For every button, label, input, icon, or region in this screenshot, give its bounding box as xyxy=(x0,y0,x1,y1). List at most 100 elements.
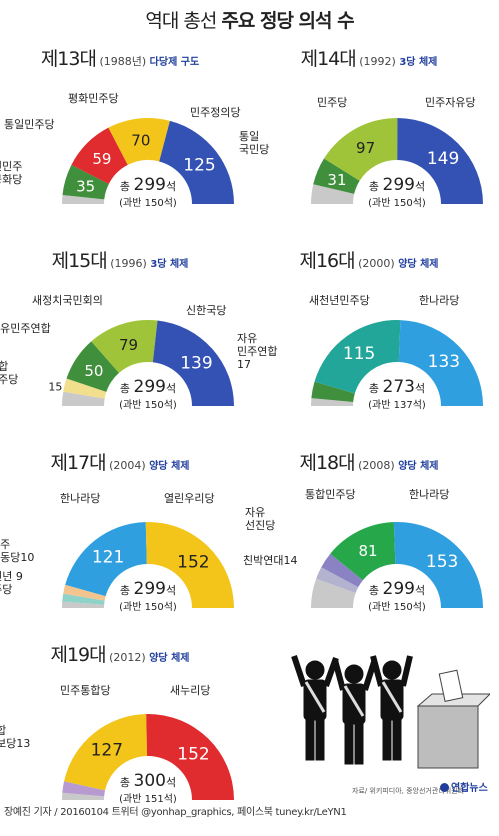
party-label: 한나라당 xyxy=(409,488,449,501)
party-label: 새누리당 xyxy=(170,684,210,697)
total-seats: 총 299석 xyxy=(369,579,425,599)
seat-value: 79 xyxy=(119,336,138,354)
total-seats: 총 300석 xyxy=(120,771,176,791)
party-label: 통일 국민당 xyxy=(239,129,269,156)
assembly-number: 제14대 xyxy=(300,48,357,70)
assembly-number: 제15대 xyxy=(51,250,108,272)
seat-value: 115 xyxy=(343,344,375,364)
party-arc xyxy=(152,320,235,406)
party-arc xyxy=(62,164,109,200)
majority-threshold: (과반 137석) xyxy=(368,399,426,411)
seat-value: 50 xyxy=(84,362,103,380)
party-label: 민주당 xyxy=(317,96,347,109)
assembly-number: 제17대 xyxy=(50,452,106,474)
party-label: 민주자유당 xyxy=(425,96,476,109)
chart-title: 제15대 (1996) 3당 체제 xyxy=(0,246,240,272)
chart-title: 제17대 (2004) 양당 체제 xyxy=(0,448,240,474)
assembly-number: 제18대 xyxy=(299,452,355,474)
party-label: 민주정의당 xyxy=(190,106,241,119)
chart-title: 제14대 (1992) 3당 체제 xyxy=(249,44,489,70)
party-label: 통합민주당 xyxy=(0,360,18,386)
assembly-number: 제19대 xyxy=(50,644,106,666)
seat-value: 133 xyxy=(428,352,460,372)
party-arc xyxy=(63,584,106,601)
party-arc xyxy=(323,118,398,181)
party-label: 한나라당 xyxy=(60,492,100,505)
total-seats: 총 299석 xyxy=(120,175,176,195)
party-arc xyxy=(62,781,106,797)
party-system: 3당 체제 xyxy=(150,259,189,270)
seat-value: 152 xyxy=(177,745,209,765)
other-parties-arc xyxy=(62,194,105,204)
total-seats: 총 299석 xyxy=(120,377,176,397)
majority-threshold: (과반 150석) xyxy=(119,399,177,411)
chart-panel: 제17대 (2004) 양당 체제새천년 9민주당 민주노동당10 121 한나라당 1… xyxy=(0,448,240,644)
party-arc xyxy=(321,553,363,588)
seat-value: 70 xyxy=(131,131,150,149)
chart-title: 제13대 (1988년) 다당제 구도 xyxy=(0,44,240,70)
total-seats: 총 299석 xyxy=(369,175,425,195)
party-arc xyxy=(108,118,170,165)
party-arc xyxy=(62,593,105,605)
seat-value: 127 xyxy=(91,741,123,761)
seat-value: 15 xyxy=(48,380,62,393)
party-system: 양당 체제 xyxy=(398,259,439,270)
seat-value: 153 xyxy=(426,552,458,572)
party-label: 통합민주당 xyxy=(305,488,356,501)
party-arc xyxy=(313,158,360,194)
party-label: 친박연대14 xyxy=(243,554,297,567)
assembly-number: 제13대 xyxy=(40,48,97,70)
majority-threshold: (과반 150석) xyxy=(368,197,426,209)
party-label: 민주통합당 xyxy=(60,684,111,697)
seat-value: 97 xyxy=(356,139,375,157)
election-illustration xyxy=(291,655,490,769)
page-title: 역대 총선 주요 정당 의석 수 xyxy=(0,6,499,33)
other-parties-arc xyxy=(311,398,354,406)
party-arc xyxy=(91,320,158,373)
party-label: 자유 선진당 xyxy=(245,506,275,532)
election-year: (1988년) xyxy=(95,55,150,68)
party-system: 양당 체제 xyxy=(149,653,190,664)
party-arc xyxy=(65,522,147,597)
election-year: (1992) xyxy=(355,55,400,68)
party-label: 열린우리당 xyxy=(164,492,215,505)
party-label: 통일민주당 xyxy=(4,117,55,131)
chart-title: 제19대 (2012) 양당 체제 xyxy=(0,640,240,666)
other-parties-arc xyxy=(311,184,355,204)
party-arc xyxy=(159,120,234,204)
majority-threshold: (과반 151석) xyxy=(119,793,177,805)
party-label: 신민주공화당 xyxy=(0,160,22,186)
other-parties-arc xyxy=(62,391,105,406)
chart-panel: 제16대 (2000) 양당 체제 자유 민주연합 17 115 새천년민주당 133 한나라… xyxy=(237,246,489,442)
seat-value: 139 xyxy=(180,354,212,374)
chart-title: 제16대 (2000) 양당 체제 xyxy=(249,246,489,272)
seat-value: 81 xyxy=(358,542,377,560)
seat-value: 31 xyxy=(327,171,346,189)
party-arc xyxy=(63,378,107,399)
party-label: 새천년민주당 xyxy=(309,293,370,307)
total-seats: 총 273석 xyxy=(369,377,425,397)
logo-text: 연합뉴스 xyxy=(451,783,488,794)
party-label: 민주노동당10 xyxy=(0,538,34,564)
news-logo: 연합뉴스 xyxy=(440,779,488,794)
party-arc xyxy=(71,127,128,184)
party-arc xyxy=(64,714,148,791)
title-light: 역대 총선 xyxy=(145,10,217,32)
chart-panel: 제14대 (1992) 3당 체제 31 통일 국민당 97 민주당 149 민주자유당 총 2… xyxy=(239,44,489,240)
election-year: (2012) xyxy=(105,651,150,664)
party-arc xyxy=(398,320,483,406)
other-parties-arc xyxy=(62,601,105,608)
chart-panel: 제13대 (1988년) 다당제 구도 35 신민주공화당 59 통일민주당 70 평화민주… xyxy=(0,44,241,240)
seat-value: 152 xyxy=(177,552,209,572)
seat-value: 59 xyxy=(92,150,111,168)
party-label: 자유 민주연합 17 xyxy=(237,332,277,371)
election-year: (2008) xyxy=(354,459,399,472)
